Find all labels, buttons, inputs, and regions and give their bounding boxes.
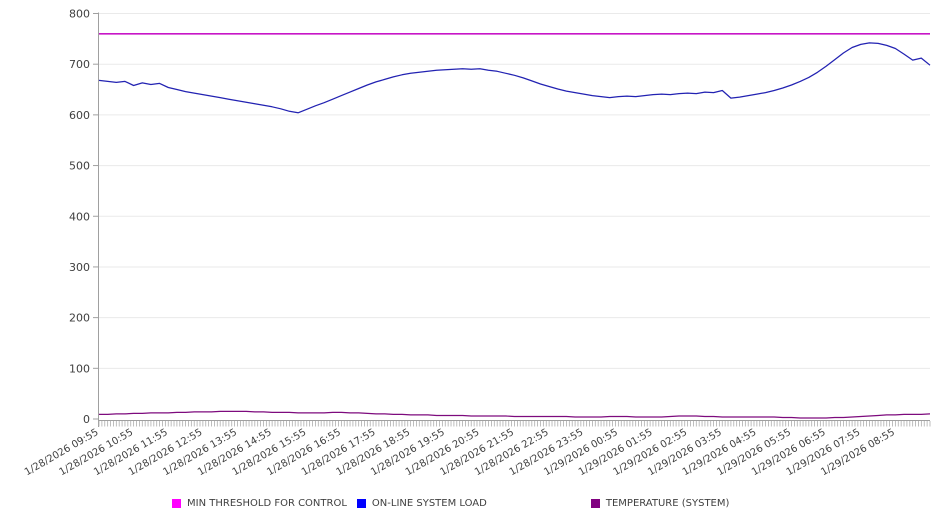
legend-item-system-load: ON-LINE SYSTEM LOAD [356, 498, 487, 509]
svg-text:700: 700 [69, 58, 90, 71]
svg-text:300: 300 [69, 261, 90, 274]
x-minor-ticks [98, 421, 931, 427]
x-axis-labels: 1/28/2026 09:551/28/2026 10:551/28/2026 … [23, 427, 897, 478]
legend-swatch-temperature-icon [590, 499, 600, 508]
svg-text:600: 600 [69, 109, 90, 122]
legend-swatch-min-threshold-icon [172, 499, 181, 508]
chart-legend: MIN THRESHOLD FOR CONTROL ON-LINE SYSTEM… [172, 498, 729, 509]
series-line-1 [98, 42, 931, 114]
y-gridlines [93, 13, 930, 420]
svg-text:500: 500 [69, 160, 90, 173]
legend-label-system-load: ON-LINE SYSTEM LOAD [371, 498, 487, 509]
legend-label-temperature: TEMPERATURE (SYSTEM) [605, 498, 730, 509]
svg-text:100: 100 [69, 362, 90, 375]
legend-item-min-threshold: MIN THRESHOLD FOR CONTROL [172, 498, 347, 509]
line-chart: 0 100 200 300 400 500 600 700 800 1/28/2026 09:55… [23, 8, 931, 478]
svg-text:800: 800 [69, 8, 90, 21]
svg-text:400: 400 [69, 210, 90, 223]
y-axis-labels: 0 100 200 300 400 500 600 700 800 [69, 8, 90, 427]
svg-text:0: 0 [83, 413, 90, 426]
series-line-2 [99, 410, 931, 419]
svg-text:200: 200 [69, 312, 90, 325]
legend-label-min-threshold: MIN THRESHOLD FOR CONTROL [187, 498, 347, 509]
legend-swatch-system-load-icon [356, 499, 366, 508]
legend-item-temperature: TEMPERATURE (SYSTEM) [590, 498, 730, 509]
